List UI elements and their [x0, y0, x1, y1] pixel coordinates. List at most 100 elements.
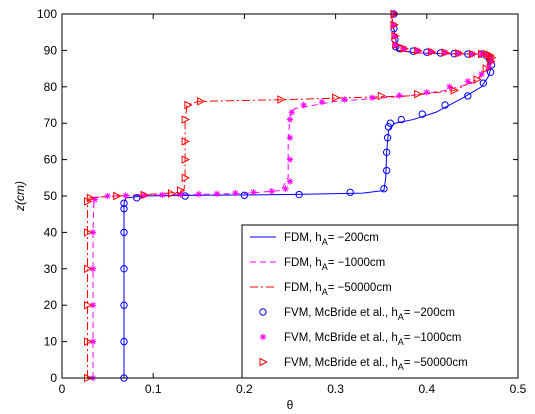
- data-point: [346, 188, 354, 197]
- data-point: [295, 190, 303, 199]
- y-tick-label: 30: [44, 262, 58, 276]
- data-point: [318, 98, 326, 106]
- data-point: [450, 86, 460, 95]
- data-point: [213, 190, 221, 198]
- data-point: [286, 134, 294, 141]
- legend-entry-3: FVM, McBride et al., hA= −200cm: [284, 307, 455, 322]
- data-point: [159, 191, 166, 199]
- y-tick-label: 40: [44, 225, 58, 239]
- series-3: [120, 10, 496, 382]
- data-point: [380, 185, 388, 193]
- data-point: [341, 96, 348, 103]
- ticks-layer: 0 0.1 0.2 0.3 0.4 0.5 0 10 20 30 40 50 60 70 80 90 100: [37, 7, 527, 396]
- data-point: [195, 190, 202, 198]
- data-point: [382, 148, 391, 157]
- data-point: [181, 155, 191, 164]
- data-point: [140, 190, 149, 200]
- data-point: [441, 48, 450, 57]
- data-point: [181, 137, 191, 146]
- data-point: [133, 194, 141, 202]
- data-point: [397, 115, 405, 124]
- data-point: [286, 178, 294, 185]
- data-point: [423, 89, 430, 96]
- data-point: [104, 192, 111, 200]
- data-point: [455, 48, 464, 58]
- data-point: [268, 188, 275, 195]
- data-point: [479, 79, 488, 87]
- x-tick-label: 0.3: [327, 382, 344, 396]
- data-point: [418, 110, 426, 118]
- data-point: [400, 44, 409, 53]
- data-point: [441, 101, 449, 109]
- data-point: [184, 100, 193, 110]
- legend-entry-4: FVM, McBride et al., hA= −1000cm: [284, 332, 461, 347]
- y-tick-label: 90: [44, 43, 58, 57]
- data-point: [84, 264, 93, 274]
- data-point: [392, 40, 401, 50]
- data-point: [277, 95, 286, 104]
- data-point: [368, 94, 376, 101]
- data-point: [86, 193, 96, 203]
- data-point: [113, 191, 122, 201]
- data-point: [390, 20, 399, 30]
- legend-box: [241, 224, 519, 379]
- data-point: [391, 31, 400, 41]
- data-point: [177, 186, 186, 195]
- data-point: [232, 189, 239, 197]
- data-point: [84, 337, 93, 346]
- data-point: [377, 91, 387, 101]
- data-point: [414, 89, 423, 99]
- legend: FDM, hA= −200cm FDM, hA= −1000cm FDM, hA= …: [241, 224, 519, 379]
- data-point: [414, 46, 423, 56]
- data-point: [120, 205, 128, 213]
- data-point: [89, 338, 97, 345]
- data-point: [427, 47, 437, 57]
- y-tick-label: 0: [50, 371, 57, 385]
- y-tick-label: 10: [44, 335, 58, 349]
- data-point: [464, 92, 472, 100]
- data-point: [120, 337, 128, 346]
- data-point: [250, 189, 257, 196]
- legend-entry-0: FDM, hA= −200cm: [284, 232, 379, 247]
- data-point: [282, 185, 289, 192]
- data-point: [386, 119, 395, 127]
- data-point: [120, 301, 128, 309]
- data-point: [288, 109, 296, 116]
- data-point: [468, 49, 478, 59]
- data-point: [464, 78, 472, 85]
- legend-entry-5: FVM, McBride et al., hA= −50000cm: [284, 357, 468, 372]
- data-point: [286, 156, 294, 163]
- legend-entry-2: FDM, hA= −50000cm: [284, 282, 392, 297]
- y-tick-label: 20: [44, 298, 58, 312]
- y-tick-label: 70: [44, 116, 58, 130]
- data-point: [332, 93, 341, 103]
- data-point: [473, 75, 482, 84]
- legend-swatch-marker: [259, 308, 267, 316]
- x-tick-label: 0: [59, 382, 66, 396]
- x-axis-label: θ: [287, 398, 294, 412]
- data-point: [482, 64, 491, 73]
- y-tick-label: 60: [44, 153, 58, 167]
- data-point: [120, 265, 128, 273]
- data-point: [89, 265, 97, 272]
- data-point: [300, 101, 307, 109]
- data-point: [197, 97, 206, 106]
- data-point: [240, 191, 249, 199]
- legend-swatch-marker: [259, 357, 268, 367]
- data-point: [120, 228, 128, 237]
- data-point: [84, 300, 93, 310]
- y-tick-label: 80: [44, 80, 58, 94]
- legend-swatch-marker: [259, 333, 267, 341]
- data-point: [396, 92, 403, 99]
- data-point: [383, 134, 392, 142]
- series-layer: [84, 9, 497, 383]
- x-tick-label: 0.1: [145, 382, 162, 396]
- x-tick-label: 0.2: [236, 382, 253, 396]
- data-point: [122, 192, 130, 199]
- data-point: [84, 197, 93, 206]
- data-point: [478, 49, 487, 59]
- y-axis-label: z(cm): [13, 181, 27, 212]
- x-tick-label: 0.5: [510, 382, 527, 396]
- data-point: [483, 49, 492, 59]
